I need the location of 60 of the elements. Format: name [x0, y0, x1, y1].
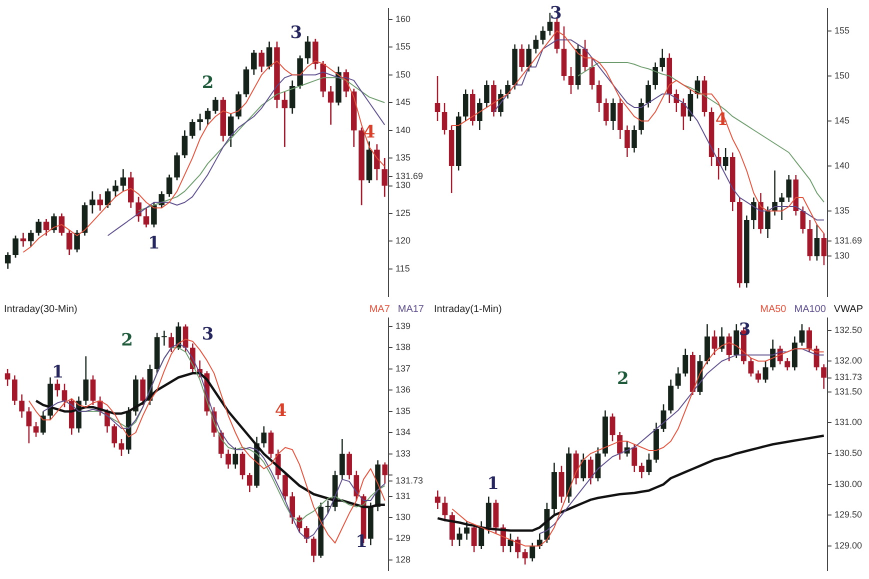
- y-tick-label: 125: [395, 208, 411, 218]
- y-tick-label: 132.00: [834, 356, 862, 366]
- y-tick-label: 155: [395, 42, 411, 52]
- y-tick-label: 134: [395, 427, 411, 438]
- annotation: 2: [121, 330, 133, 351]
- y-tick-label: 136: [395, 384, 411, 395]
- y-tick-label: 137: [395, 363, 411, 374]
- y-tick-label: 130: [834, 250, 850, 261]
- text: MA7: [369, 304, 390, 315]
- y-tick-label: 129: [395, 533, 411, 544]
- y-tick-label: 120: [395, 236, 411, 246]
- annotation: 1: [52, 362, 64, 383]
- annotation: 4: [715, 110, 728, 130]
- y-tick-label: 150: [834, 70, 850, 80]
- y-tick-label: 131.73: [395, 475, 424, 486]
- annotation: 1: [487, 474, 499, 494]
- text: MA17: [398, 304, 424, 315]
- text: MA50: [760, 304, 787, 315]
- y-tick-label: 130.50: [834, 448, 862, 458]
- y-tick-label: 115: [395, 263, 410, 274]
- y-tick-label: 130.00: [834, 478, 862, 489]
- annotation: 1: [356, 532, 368, 552]
- y-tick-label: 130: [395, 180, 411, 190]
- chart-title: Intraday(30-Min): [4, 304, 78, 315]
- annotation: 3: [550, 4, 562, 24]
- chart-title: Intraday(1-Min): [434, 304, 502, 315]
- annotation: 2: [616, 369, 629, 390]
- y-tick-label: 145: [395, 97, 411, 108]
- text: MA100: [794, 304, 826, 315]
- y-tick-label: 131: [395, 490, 411, 501]
- y-tick-label: 132.50: [834, 324, 862, 335]
- annotation: 4: [274, 400, 287, 421]
- y-tick-label: 160: [395, 14, 411, 24]
- y-tick-label: 131.50: [834, 386, 862, 396]
- y-tick-label: 140: [395, 124, 411, 135]
- y-tick-label: 139: [395, 320, 411, 331]
- y-tick-label: 138: [395, 342, 411, 352]
- annotation: 3: [290, 22, 302, 43]
- annotation: 4: [363, 122, 376, 143]
- y-tick-label: 131.69: [834, 235, 862, 246]
- y-tick-label: 131.00: [834, 417, 862, 428]
- y-tick-label: 150: [395, 69, 411, 80]
- y-tick-label: 135: [395, 406, 411, 416]
- y-tick-label: 135: [834, 206, 850, 216]
- y-tick-label: 135: [395, 152, 411, 163]
- annotation: 3: [738, 320, 751, 340]
- y-tick-label: 155: [834, 25, 850, 36]
- y-tick-label: 130: [395, 512, 411, 522]
- annotation: 1: [148, 233, 160, 254]
- y-tick-label: 140: [834, 160, 850, 170]
- y-tick-label: 129.50: [834, 510, 862, 520]
- y-tick-label: 131.73: [834, 372, 862, 382]
- y-tick-label: 145: [834, 115, 850, 126]
- annotation: 3: [202, 324, 214, 344]
- y-tick-label: 129.00: [834, 540, 862, 550]
- y-tick-label: 131.69: [395, 170, 424, 181]
- annotation: 2: [202, 72, 214, 93]
- text: VWAP: [834, 304, 864, 315]
- y-tick-label: 128: [395, 554, 411, 564]
- y-tick-label: 133: [395, 448, 411, 458]
